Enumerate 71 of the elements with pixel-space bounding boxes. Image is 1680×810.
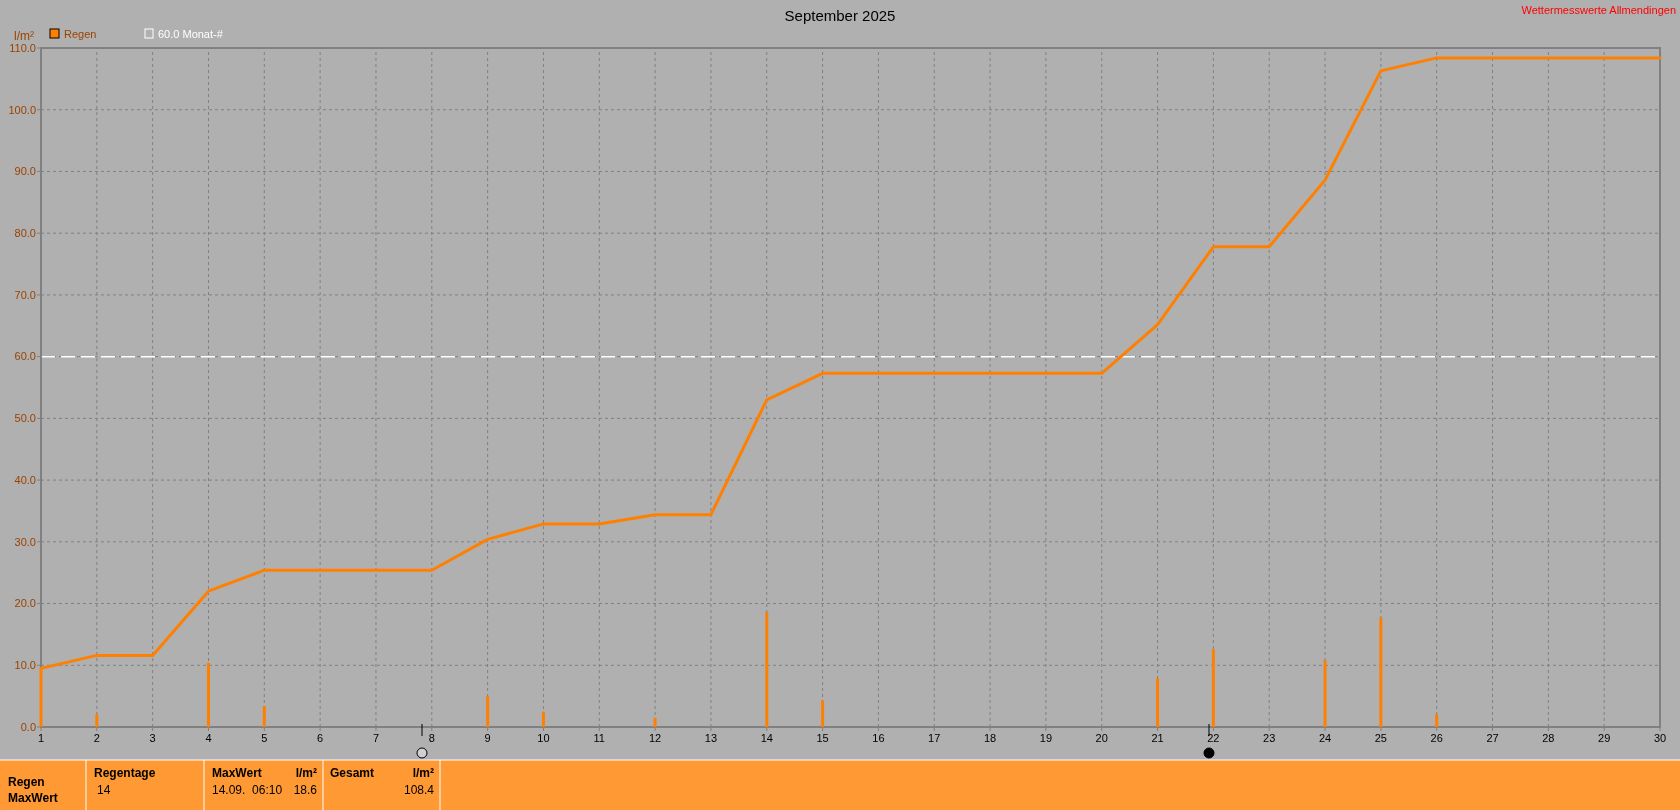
y-tick-label: 90.0 bbox=[14, 165, 36, 178]
text: l/m² bbox=[295, 766, 317, 780]
x-tick-label: 21 bbox=[1151, 732, 1164, 744]
bar bbox=[541, 711, 545, 727]
x-tick-label: 2 bbox=[93, 732, 100, 744]
x-tick-label: 5 bbox=[261, 732, 268, 744]
x-tick-label: 27 bbox=[1486, 732, 1499, 744]
y-tick-label: 30.0 bbox=[14, 535, 36, 548]
x-tick-label: 7 bbox=[372, 732, 380, 744]
text: Wettermesswerte Allmendingen bbox=[1521, 4, 1676, 16]
x-tick-label: 28 bbox=[1542, 732, 1555, 744]
x-tick-label: 25 bbox=[1374, 732, 1387, 744]
legend-label: 60.0 Monat-# bbox=[158, 28, 224, 40]
legend-label: Regen bbox=[64, 28, 97, 40]
text: 14.09. 06:10 bbox=[212, 783, 283, 797]
x-tick-label: 26 bbox=[1430, 732, 1443, 744]
y-tick-label: 80.0 bbox=[14, 227, 36, 240]
x-tick-label: 8 bbox=[428, 732, 435, 744]
chart-title: September 2025 bbox=[784, 7, 896, 24]
x-tick-label: 18 bbox=[983, 732, 997, 744]
bar bbox=[95, 714, 99, 727]
bar bbox=[821, 700, 825, 727]
y-tick-label: 50.0 bbox=[14, 412, 36, 425]
x-tick-label: 6 bbox=[317, 732, 324, 744]
bar bbox=[765, 612, 769, 727]
x-tick-label: 29 bbox=[1598, 732, 1611, 744]
y-tick-label: 40.0 bbox=[14, 473, 36, 486]
y-tick-label: 20.0 bbox=[14, 597, 36, 610]
x-tick-label: 1 bbox=[37, 732, 45, 744]
y-tick-label: 110.0 bbox=[9, 41, 36, 54]
x-tick-label: 20 bbox=[1095, 732, 1108, 744]
bar bbox=[1211, 649, 1215, 727]
bar bbox=[1435, 714, 1439, 727]
bar bbox=[206, 662, 210, 727]
x-tick-label: 10 bbox=[537, 732, 550, 744]
text: MaxWert bbox=[212, 766, 262, 780]
text: 108.4 bbox=[403, 783, 435, 797]
text: Regen bbox=[8, 775, 45, 789]
x-tick-label: 9 bbox=[484, 732, 491, 744]
bar bbox=[1379, 617, 1383, 727]
x-tick-label: 11 bbox=[593, 732, 605, 744]
x-tick-label: 16 bbox=[872, 732, 885, 744]
x-tick-label: 4 bbox=[205, 732, 212, 744]
y-tick-label: 10.0 bbox=[14, 659, 36, 672]
x-tick-label: 3 bbox=[149, 732, 156, 744]
y-tick-label: 60.0 bbox=[14, 350, 36, 363]
y-tick-label: 0.0 bbox=[20, 720, 36, 733]
bar bbox=[1156, 678, 1160, 727]
text: l/m² bbox=[412, 766, 434, 780]
x-tick-label: 14 bbox=[760, 732, 773, 744]
y-tick-label: 70.0 bbox=[14, 288, 36, 301]
text: Gesamt bbox=[330, 766, 375, 780]
x-tick-label: 23 bbox=[1263, 732, 1276, 744]
x-tick-label: 13 bbox=[704, 732, 718, 744]
bar bbox=[486, 696, 490, 727]
bar bbox=[262, 706, 266, 727]
x-tick-label: 12 bbox=[648, 732, 662, 744]
text: 18.6 bbox=[293, 783, 318, 797]
y-axis-title: l/m² bbox=[14, 29, 34, 43]
x-tick-label: 17 bbox=[928, 732, 941, 744]
bar bbox=[653, 717, 657, 727]
x-tick-label: 24 bbox=[1318, 732, 1332, 744]
text: 14 bbox=[97, 783, 111, 797]
y-tick-label: 100.0 bbox=[8, 103, 36, 116]
x-tick-label: 15 bbox=[816, 732, 829, 744]
text: Regentage bbox=[94, 766, 156, 780]
x-tick-label: 19 bbox=[1039, 732, 1053, 744]
bar bbox=[1323, 660, 1327, 727]
text: MaxWert bbox=[8, 791, 58, 805]
x-tick-label: 30 bbox=[1653, 732, 1667, 744]
x-tick-label: 22 bbox=[1207, 732, 1220, 744]
